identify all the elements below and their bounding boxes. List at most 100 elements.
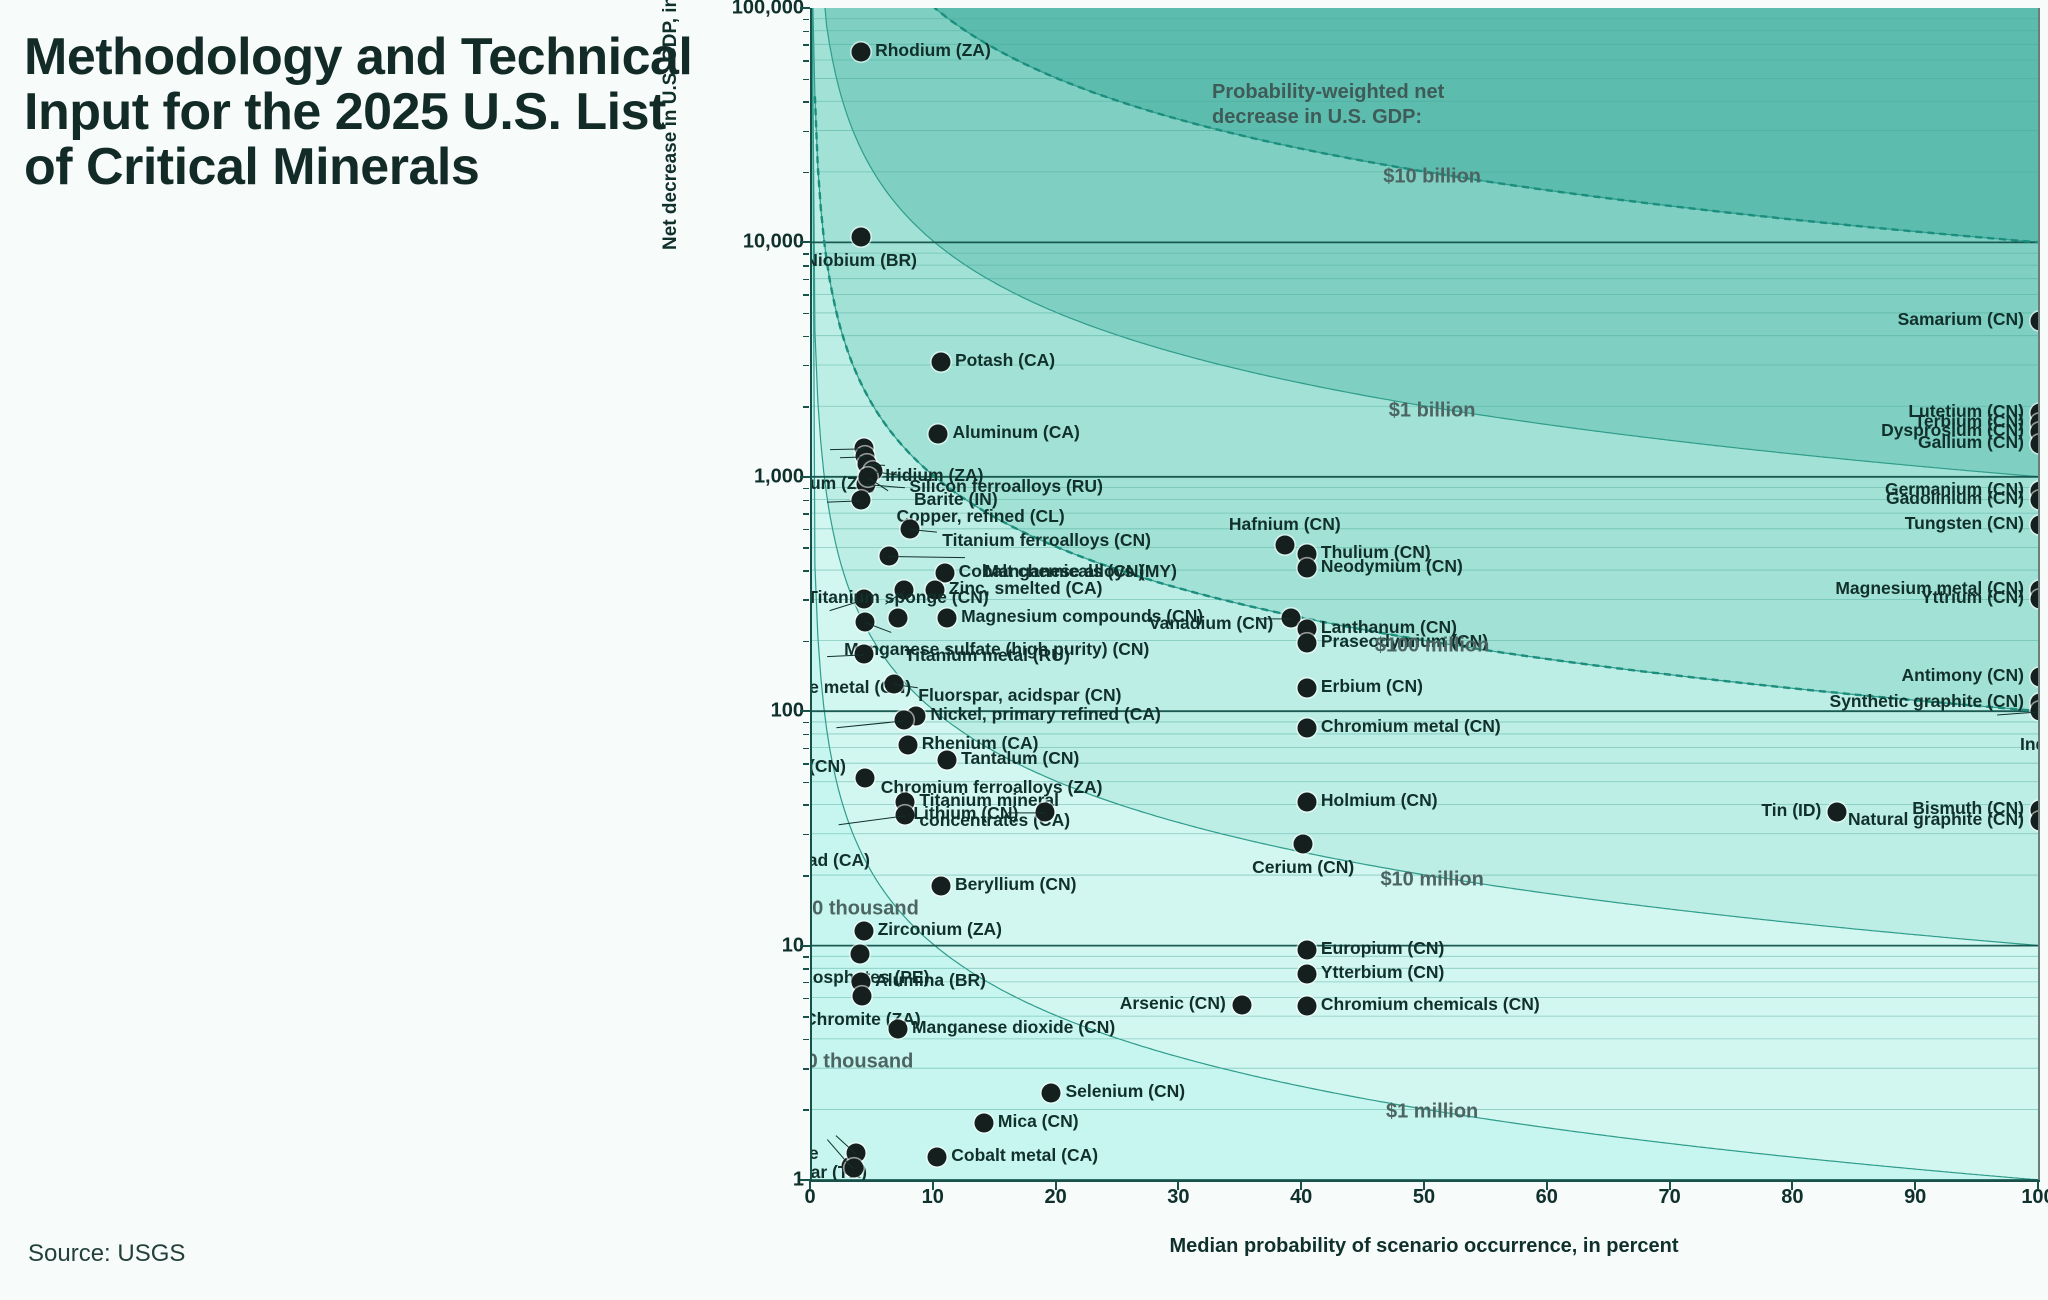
y-tick-mark	[800, 7, 810, 9]
data-point[interactable]	[927, 1147, 947, 1167]
data-point[interactable]	[1297, 792, 1317, 812]
data-point[interactable]	[1041, 1083, 1061, 1103]
data-point[interactable]	[931, 352, 951, 372]
data-point[interactable]	[1297, 996, 1317, 1016]
data-point[interactable]	[1281, 608, 1301, 628]
point-label: Gallium (CN)	[1918, 432, 2024, 452]
point-label: Lutetium (CN)	[1908, 400, 2024, 421]
y-minor-tick	[803, 253, 809, 255]
x-tick-label: 80	[1781, 1186, 1804, 1208]
data-point[interactable]	[937, 750, 957, 770]
data-point[interactable]	[2030, 434, 2040, 454]
band-label: $10 million	[1380, 868, 1484, 891]
point-label: Vanadium (CN)	[1148, 612, 1274, 633]
data-point[interactable]	[851, 490, 871, 510]
point-label: Copper, refined (CL)	[896, 505, 1065, 526]
data-point[interactable]	[925, 580, 945, 600]
x-tick-mark	[1177, 1180, 1180, 1190]
y-minor-tick	[803, 733, 809, 736]
data-point[interactable]	[1297, 619, 1317, 639]
y-minor-tick	[803, 968, 809, 970]
point-label: Neodymium (CN)	[1320, 555, 1463, 576]
data-point[interactable]	[854, 921, 874, 941]
data-point[interactable]	[931, 876, 951, 896]
data-point[interactable]	[851, 227, 871, 247]
data-point[interactable]	[1297, 964, 1317, 984]
point-label: Manganeseore (GA)	[812, 1143, 819, 1180]
point-label: Terbium (CN)	[1914, 410, 2024, 431]
data-point[interactable]	[2030, 422, 2040, 442]
point-label: Synthetic graphite (CN)	[1829, 691, 2024, 712]
point-label: Niobium (BR)	[810, 250, 918, 271]
point-label: Gadolinium (CN)	[1885, 487, 2024, 508]
x-tick-mark	[1300, 1180, 1303, 1190]
point-label: Titanium sponge (CN)	[810, 586, 989, 607]
data-point[interactable]	[1297, 718, 1317, 738]
plot-right-border	[2038, 8, 2040, 1180]
data-point[interactable]	[888, 1019, 908, 1039]
data-point[interactable]	[900, 519, 920, 539]
data-point[interactable]	[884, 674, 904, 694]
data-point[interactable]	[1297, 678, 1317, 698]
data-point[interactable]	[851, 42, 871, 62]
point-label: Tantalum (CN)	[961, 747, 1080, 768]
data-point[interactable]	[1275, 535, 1295, 555]
data-point[interactable]	[898, 735, 918, 755]
data-point[interactable]	[2030, 811, 2040, 831]
y-minor-tick	[803, 1038, 809, 1041]
data-point[interactable]	[1297, 633, 1317, 653]
data-point[interactable]	[2030, 589, 2040, 609]
data-point[interactable]	[2030, 667, 2040, 687]
data-point[interactable]	[854, 644, 874, 664]
data-point[interactable]	[854, 589, 874, 609]
y-tick-label: 1,000	[753, 465, 804, 488]
data-point[interactable]	[2030, 311, 2040, 331]
y-minor-tick	[803, 499, 809, 502]
y-minor-tick	[803, 60, 809, 62]
data-point[interactable]	[2030, 490, 2040, 510]
data-point[interactable]	[2030, 800, 2040, 820]
data-point[interactable]	[850, 944, 870, 964]
y-minor-tick	[803, 18, 809, 21]
data-point[interactable]	[879, 546, 899, 566]
data-point[interactable]	[2030, 580, 2040, 600]
data-point[interactable]	[2030, 515, 2040, 535]
data-point[interactable]	[1827, 802, 1847, 822]
data-point[interactable]	[974, 1113, 994, 1133]
data-point[interactable]	[2030, 403, 2040, 423]
point-label: Praseodymium (CN)	[1320, 631, 1489, 652]
point-label: Alumina (BR)	[875, 969, 986, 990]
y-tick-mark	[800, 241, 810, 244]
x-tick-label: 30	[1167, 1186, 1190, 1208]
data-point[interactable]	[928, 424, 948, 443]
data-point[interactable]	[1297, 558, 1317, 578]
data-point[interactable]	[852, 986, 872, 1006]
y-minor-tick	[803, 335, 809, 338]
point-label: Phosphates (PE)	[812, 967, 930, 988]
data-point[interactable]	[855, 768, 875, 788]
data-point[interactable]	[935, 563, 955, 583]
y-minor-tick	[803, 599, 809, 601]
data-point[interactable]	[888, 608, 908, 628]
x-tick-label: 40	[1290, 1186, 1313, 1208]
y-minor-tick	[803, 78, 809, 81]
x-tick-label: 50	[1412, 1186, 1436, 1208]
point-label: Natural graphite (CN)	[1848, 809, 2024, 830]
point-label: Dysprosium (CN)	[1881, 419, 2024, 440]
data-point[interactable]	[2030, 701, 2040, 721]
point-label: Titanium ferroalloys (CN)	[942, 529, 1151, 550]
point-label: Zinc, smelted (CA)	[948, 577, 1103, 598]
data-point[interactable]	[1297, 940, 1317, 960]
data-point[interactable]	[1035, 802, 1055, 822]
data-point[interactable]	[1293, 834, 1313, 854]
y-tick-label: 1	[792, 1168, 804, 1191]
x-tick-label: 10	[921, 1186, 944, 1208]
x-tick-mark	[1791, 1180, 1794, 1190]
data-point[interactable]	[895, 805, 915, 825]
data-point[interactable]	[894, 710, 914, 730]
point-label: Hafnium (CN)	[1228, 514, 1341, 535]
data-point[interactable]	[1232, 995, 1252, 1015]
data-point[interactable]	[937, 608, 957, 628]
band-label: $10 thousand	[812, 1050, 914, 1073]
data-point[interactable]	[855, 612, 875, 632]
